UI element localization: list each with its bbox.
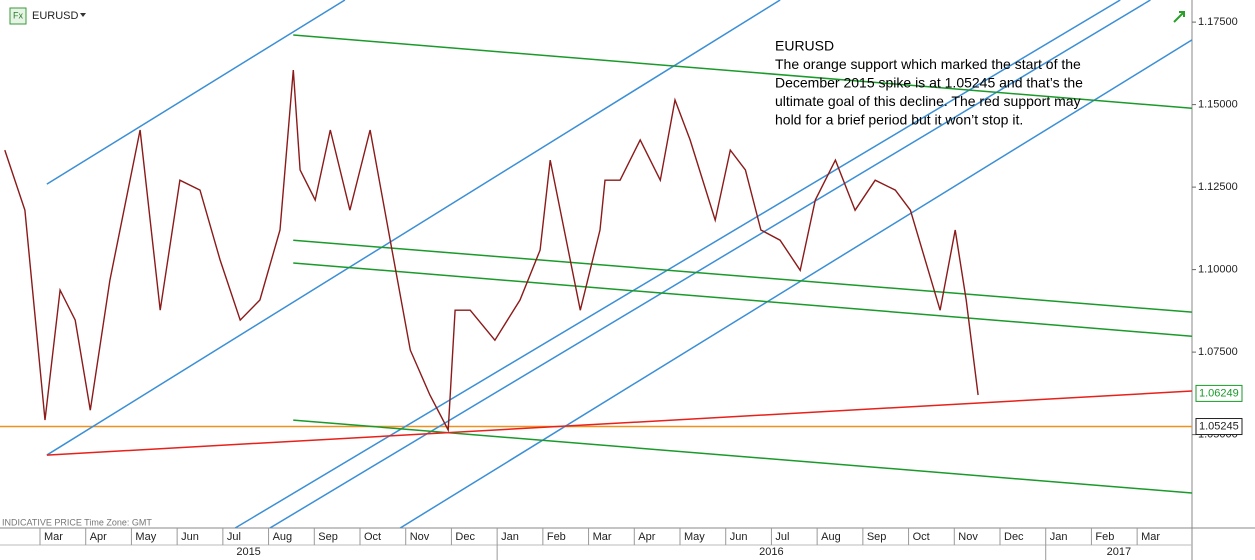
x-tick-label: Feb [1095, 531, 1114, 543]
x-tick-label: Mar [1141, 531, 1160, 543]
trendline [399, 39, 1192, 528]
year-label: 2016 [759, 546, 783, 558]
x-tick-label: Nov [958, 531, 978, 543]
trendline [46, 0, 781, 456]
x-tick-label: Mar [593, 531, 612, 543]
x-tick-label: Oct [364, 531, 381, 543]
trendline [293, 34, 1192, 109]
x-tick-label: Apr [90, 531, 107, 543]
trendline [234, 0, 1121, 528]
x-tick-label: Dec [455, 531, 475, 543]
y-tick-label: 1.12500 [1198, 181, 1238, 193]
x-tick-label: Jun [181, 531, 199, 543]
y-tick-label: 1.10000 [1198, 264, 1238, 276]
y-tick-label: 1.07500 [1198, 346, 1238, 358]
price-line [4, 69, 979, 433]
x-tick-label: Jun [730, 531, 748, 543]
annotation-line: hold for a brief period but it won’t sto… [775, 112, 1023, 128]
symbol-icon[interactable] [9, 7, 27, 25]
x-tick-label: May [135, 531, 156, 543]
x-tick-label: Aug [273, 531, 293, 543]
x-tick-label: Oct [913, 531, 930, 543]
annotation-line: The orange support which marked the star… [775, 56, 1081, 72]
y-tick-label: 1.15000 [1198, 99, 1238, 111]
symbol-icon-text: Fx [13, 10, 23, 20]
x-tick-label: Apr [638, 531, 655, 543]
price-label: 1.06249 [1199, 387, 1239, 399]
x-tick-label: May [684, 531, 705, 543]
trendline [46, 0, 346, 185]
x-tick-label: Feb [547, 531, 566, 543]
x-tick-label: Nov [410, 531, 430, 543]
x-tick-label: Jan [501, 531, 519, 543]
y-tick-label: 1.17500 [1198, 16, 1238, 28]
annotation-line: EURUSD [775, 38, 834, 54]
price-label: 1.05245 [1199, 420, 1239, 432]
symbol-dropdown[interactable] [80, 13, 86, 17]
x-tick-label: Mar [44, 531, 63, 543]
x-tick-label: Sep [318, 531, 338, 543]
price-label-box [1195, 384, 1243, 402]
expand-icon[interactable] [1173, 11, 1185, 23]
footer-note: INDICATIVE PRICE Time Zone: GMT [2, 517, 152, 527]
trendline [46, 390, 1192, 456]
year-label: 2017 [1107, 546, 1131, 558]
x-tick-label: Sep [867, 531, 887, 543]
annotation-line: ultimate goal of this decline. The red s… [775, 93, 1081, 109]
annotation-line: December 2015 spike is at 1.05245 and th… [775, 75, 1083, 91]
x-tick-label: Jan [1050, 531, 1068, 543]
x-tick-label: Jul [227, 531, 241, 543]
x-tick-label: Dec [1004, 531, 1024, 543]
year-label: 2015 [236, 546, 260, 558]
price-label-box [1195, 418, 1243, 436]
trendline [293, 262, 1192, 338]
x-tick-label: Jul [775, 531, 789, 543]
x-tick-label: Aug [821, 531, 841, 543]
symbol-name[interactable]: EURUSD [32, 10, 79, 22]
trendline [293, 239, 1192, 313]
trendline [269, 0, 1151, 528]
